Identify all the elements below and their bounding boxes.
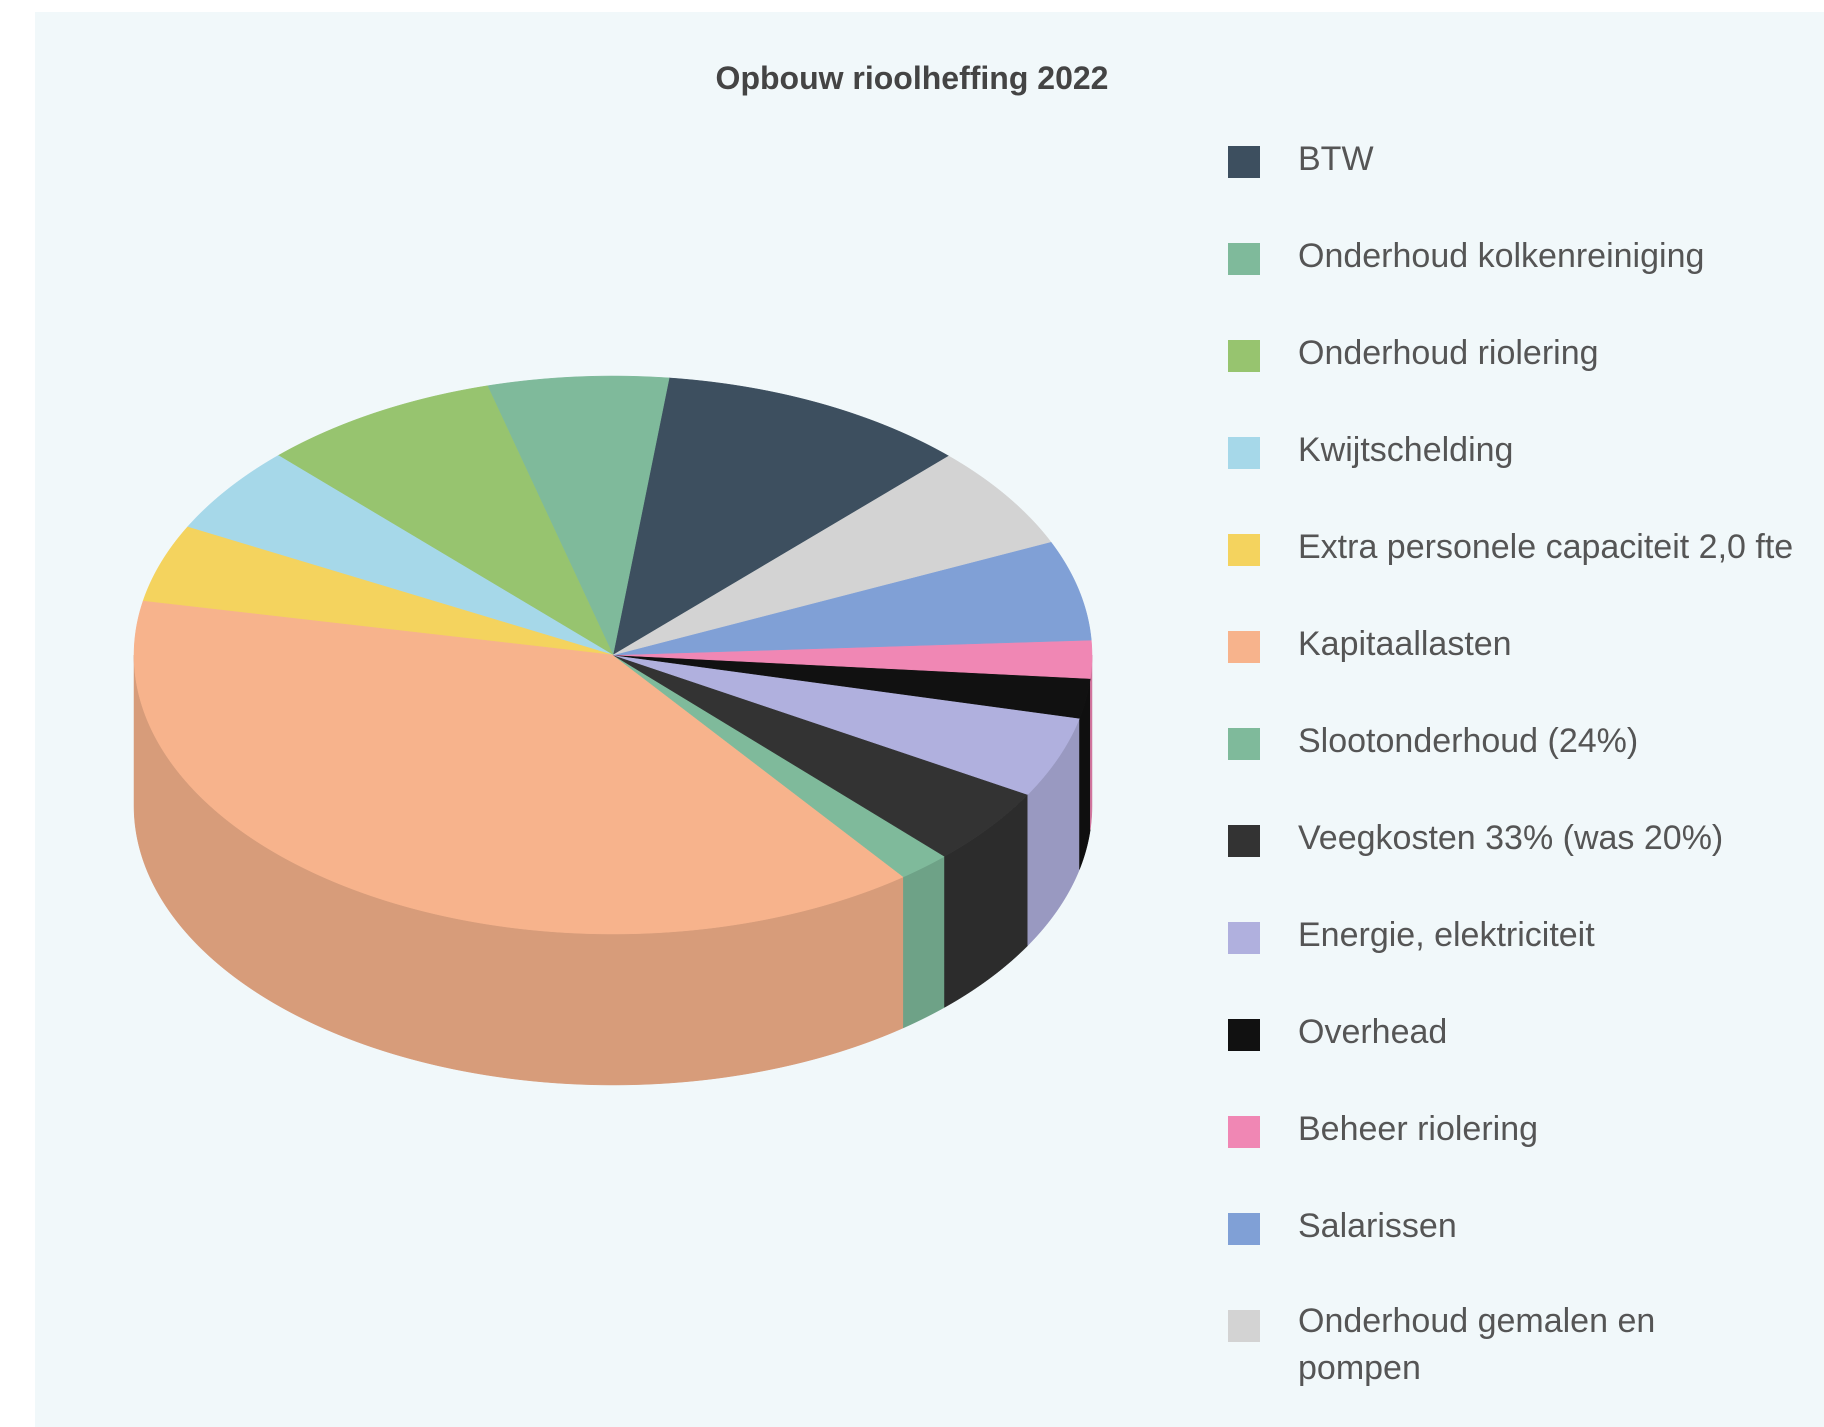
legend-item[interactable]: Beheer riolering	[1228, 1110, 1648, 1207]
legend-item[interactable]: Veegkosten 33% (was 20%)	[1228, 819, 1723, 916]
legend-label: Energie, elektriciteit	[1298, 916, 1595, 954]
legend-swatch	[1228, 1213, 1260, 1245]
pie-slice	[612, 639, 1093, 679]
pie-slice	[133, 600, 904, 935]
legend-label: Onderhoud riolering	[1298, 334, 1599, 372]
legend-label: Beheer riolering	[1298, 1110, 1539, 1148]
legend-swatch	[1228, 1019, 1260, 1051]
legend-item[interactable]: Kwijtschelding	[1228, 431, 1648, 528]
legend-item[interactable]: Onderhoud kolkenreiniging	[1228, 237, 1704, 334]
legend: BTW Onderhoud kolkenreiniging Onderhoud ri…	[1228, 140, 1793, 1401]
legend-label: Onderhoud gemalen en pompen	[1298, 1302, 1656, 1387]
legend-swatch	[1228, 437, 1260, 469]
pie-slice	[142, 526, 614, 656]
legend-label: BTW	[1298, 140, 1374, 178]
pie-slice	[187, 455, 614, 656]
legend-item[interactable]: Energie, elektriciteit	[1228, 916, 1648, 1013]
pie-slice	[277, 385, 614, 656]
legend-item[interactable]: Overhead	[1228, 1013, 1648, 1110]
pie-slice	[612, 654, 1080, 795]
legend-item[interactable]: BTW	[1228, 140, 1648, 237]
pie-slice	[612, 541, 1092, 656]
chart-title: Opbouw rioolheffing 2022	[715, 60, 1109, 96]
pie-sides	[133, 654, 1093, 1086]
legend-label: Overhead	[1298, 1013, 1448, 1051]
legend-label: Salarissen	[1298, 1207, 1457, 1245]
pie-slice	[612, 455, 1052, 656]
legend-label: Onderhoud kolkenreiniging	[1298, 237, 1705, 275]
legend-swatch	[1228, 922, 1260, 954]
legend-swatch	[1228, 340, 1260, 372]
legend-item[interactable]: Kapitaallasten	[1228, 625, 1648, 722]
legend-item[interactable]: Onderhoud riolering	[1228, 334, 1648, 431]
pie-slice	[612, 654, 1029, 857]
pie-slice-side	[903, 855, 945, 1029]
pie-tops	[133, 375, 1093, 935]
legend-label: Extra personele capaciteit 2,0 fte	[1298, 528, 1794, 566]
pie-slice	[612, 377, 950, 656]
pie-slice	[612, 654, 1091, 719]
legend-item[interactable]: Salarissen	[1228, 1207, 1648, 1304]
legend-swatch	[1228, 534, 1260, 566]
legend-swatch	[1228, 1116, 1260, 1148]
legend-label: Kwijtschelding	[1298, 431, 1514, 469]
legend-item[interactable]: Slootonderhoud (24%)	[1228, 722, 1648, 819]
legend-swatch	[1228, 1310, 1260, 1342]
legend-swatch	[1228, 631, 1260, 663]
pie-slice	[487, 375, 670, 656]
legend-item[interactable]: Extra personele capaciteit 2,0 fte	[1228, 528, 1793, 625]
pie-slice	[612, 654, 945, 878]
legend-label: Veegkosten 33% (was 20%)	[1298, 819, 1724, 857]
legend-item[interactable]: Onderhoud gemalen en pompen	[1228, 1302, 1655, 1401]
legend-label: Kapitaallasten	[1298, 625, 1512, 663]
legend-swatch	[1228, 728, 1260, 760]
pie-slice-side	[1090, 654, 1093, 830]
legend-swatch	[1228, 243, 1260, 275]
legend-label: Slootonderhoud (24%)	[1298, 722, 1639, 760]
legend-swatch	[1228, 825, 1260, 857]
legend-swatch	[1228, 146, 1260, 178]
